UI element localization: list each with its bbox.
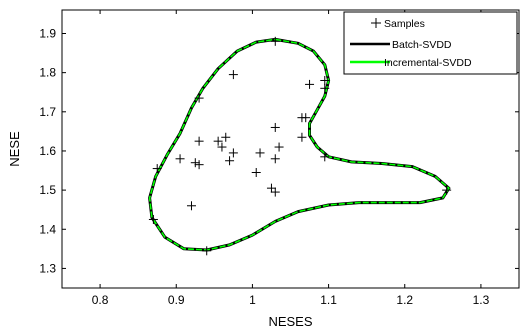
sample-point	[217, 142, 227, 152]
x-axis-title: NESES	[268, 314, 312, 329]
sample-point	[194, 136, 204, 146]
legend-samples-icon	[371, 18, 381, 28]
sample-point	[194, 160, 204, 170]
x-tick-label: 1.2	[396, 293, 413, 307]
sample-point	[148, 214, 158, 224]
sample-point	[320, 83, 330, 93]
incremental-svdd-boundary	[148, 38, 450, 251]
x-tick-label: 1.3	[473, 293, 490, 307]
y-tick-label: 1.5	[39, 183, 56, 197]
sample-point	[152, 164, 162, 174]
sample-point	[213, 136, 223, 146]
x-tick-label: 0.9	[168, 293, 185, 307]
sample-point	[266, 183, 276, 193]
legend-samples-label: Samples	[384, 18, 425, 30]
y-tick-label: 1.8	[39, 66, 56, 80]
sample-point	[255, 148, 265, 158]
x-tick-label: 1	[249, 293, 256, 307]
y-tick-label: 1.7	[39, 105, 56, 119]
sample-point	[190, 158, 200, 168]
sample-point	[270, 187, 280, 197]
samples-layer	[148, 36, 452, 256]
sample-point	[228, 148, 238, 158]
ticks-layer: 0.8 0.9 1 1.1 1.2 1.3 1.3 1.4 1.5 1.6 1.7 1.8 1.9	[39, 10, 519, 307]
sample-point	[270, 122, 280, 132]
y-tick-label: 1.6	[39, 144, 56, 158]
sample-point	[221, 132, 231, 142]
sample-point	[297, 132, 307, 142]
y-tick-label: 1.4	[39, 222, 56, 236]
y-axis-title: NESE	[7, 131, 22, 167]
sample-point	[194, 93, 204, 103]
sample-point	[175, 154, 185, 164]
y-tick-label: 1.3	[39, 261, 56, 275]
sample-point	[202, 246, 212, 256]
sample-point	[270, 36, 280, 46]
x-tick-label: 1.1	[320, 293, 337, 307]
sample-point	[442, 185, 452, 195]
sample-point	[251, 167, 261, 177]
y-tick-label: 1.9	[39, 26, 56, 40]
sample-point	[305, 79, 315, 89]
sample-point	[320, 75, 330, 85]
x-tick-label: 0.8	[92, 293, 109, 307]
legend-incremental-label: Incremental-SVDD	[384, 57, 472, 69]
sample-point	[186, 201, 196, 211]
sample-point	[301, 113, 311, 123]
legend: Samples Batch-SVDD Incremental-SVDD	[343, 11, 518, 75]
boundary-layer	[148, 37, 451, 252]
sample-point	[320, 152, 330, 162]
legend-batch-label: Batch-SVDD	[392, 39, 452, 51]
sample-point	[270, 154, 280, 164]
sample-point	[228, 70, 238, 80]
sample-point	[225, 156, 235, 166]
sample-point	[274, 142, 284, 152]
